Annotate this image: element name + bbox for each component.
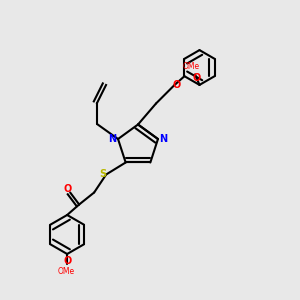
- Text: OMe: OMe: [58, 268, 75, 277]
- Text: N: N: [159, 134, 167, 144]
- Text: O: O: [63, 184, 71, 194]
- Text: OMe: OMe: [182, 62, 200, 71]
- Text: O: O: [192, 73, 201, 83]
- Text: N: N: [109, 134, 117, 144]
- Text: O: O: [63, 256, 71, 266]
- Text: S: S: [99, 169, 106, 179]
- Text: O: O: [172, 80, 181, 91]
